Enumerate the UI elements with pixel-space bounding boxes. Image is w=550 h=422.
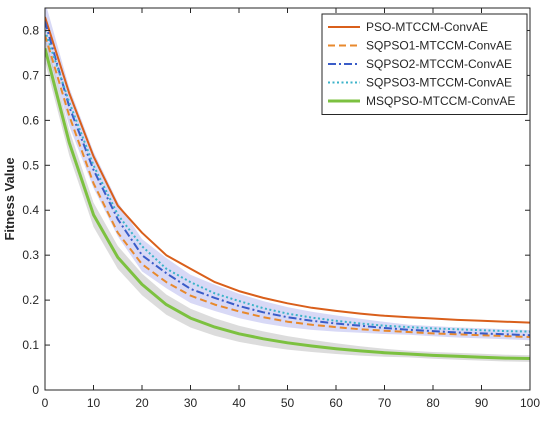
x-tick-label: 30 (184, 396, 198, 410)
x-tick-label: 50 (281, 396, 295, 410)
x-tick-label: 90 (475, 396, 489, 410)
x-tick-label: 80 (426, 396, 440, 410)
x-tick-label: 40 (232, 396, 246, 410)
legend-label-2: SQPSO1-MTCCM-ConvAE (366, 39, 512, 53)
y-tick-label: 0.1 (22, 338, 39, 352)
legend: PSO-MTCCM-ConvAE SQPSO1-MTCCM-ConvAE SQPSO… (321, 13, 528, 115)
x-tick-label: 100 (520, 396, 540, 410)
x-tick-label: 10 (87, 396, 101, 410)
x-tick-label: 0 (42, 396, 49, 410)
y-tick-label: 0 (32, 383, 39, 397)
y-axis-title: Fitness Value (2, 157, 17, 240)
series-line-4 (45, 30, 530, 333)
x-tick-label: 70 (378, 396, 392, 410)
y-tick-label: 0.6 (22, 113, 39, 127)
series-line-3 (45, 21, 530, 337)
legend-label-5: MSQPSO-MTCCM-ConvAE (366, 94, 515, 108)
y-tick-label: 0.4 (22, 203, 39, 217)
series-lines (45, 16, 530, 360)
axes: 0 10 20 30 40 50 60 70 80 90 100 0 0.1 0.2 0.3 0.4 0.5 0.… (2, 7, 540, 410)
y-tick-label: 0.8 (22, 23, 39, 37)
x-tick-label: 20 (135, 396, 149, 410)
series-line-5 (45, 48, 530, 360)
series-line-1 (45, 16, 530, 324)
legend-label-1: PSO-MTCCM-ConvAE (366, 20, 488, 34)
y-tick-label: 0.7 (22, 68, 39, 82)
x-tick-label: 60 (329, 396, 343, 410)
series-line-2 (45, 34, 530, 338)
legend-label-4: SQPSO3-MTCCM-ConvAE (366, 76, 512, 90)
legend-label-3: SQPSO2-MTCCM-ConvAE (366, 57, 512, 71)
y-tick-label: 0.3 (22, 248, 39, 262)
y-tick-label: 0.5 (22, 158, 39, 172)
y-tick-label: 0.2 (22, 293, 39, 307)
